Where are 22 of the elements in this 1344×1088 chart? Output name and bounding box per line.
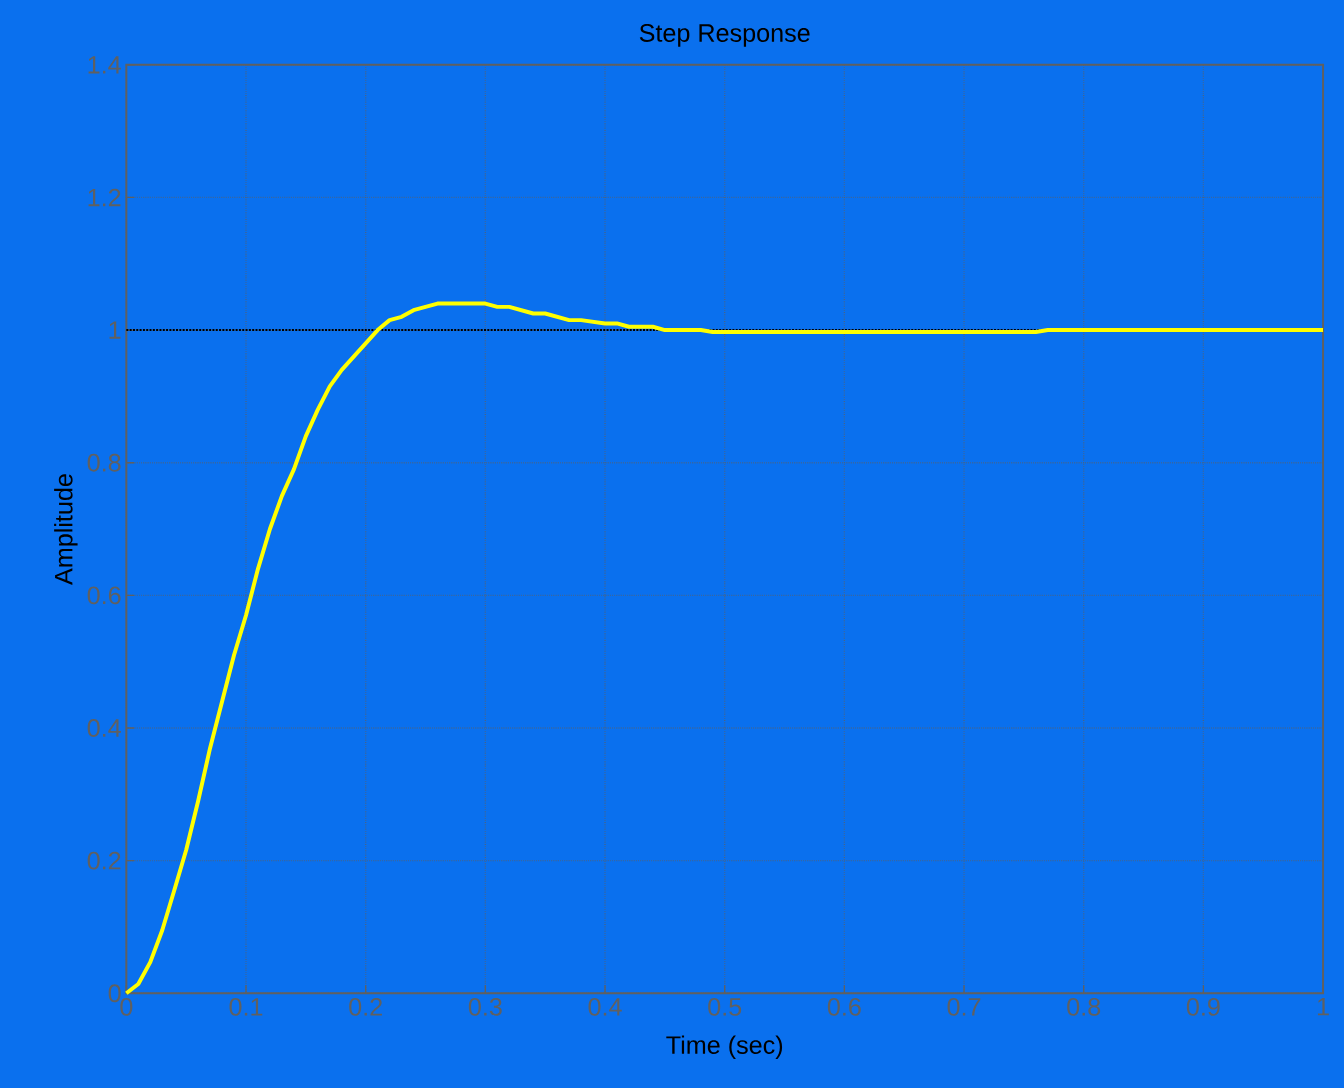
y-tick-label: 0.6: [87, 586, 121, 605]
x-tick-label: 0.1: [229, 997, 263, 1016]
x-tick-label: 0.5: [708, 997, 742, 1016]
chart-title: Step Response: [639, 24, 810, 47]
y-tick-label: 1: [109, 321, 121, 339]
y-tick-label: 0.2: [87, 851, 121, 870]
y-tick-label: 0.8: [87, 453, 121, 472]
y-tick-label: 1.4: [88, 56, 121, 74]
x-tick-label: 0.3: [468, 997, 502, 1016]
x-tick-label: 0.6: [827, 997, 861, 1016]
x-tick-label: 0.2: [349, 997, 382, 1016]
x-tick-label: 0.8: [1067, 997, 1101, 1016]
x-tick-label: 0.4: [588, 997, 622, 1016]
y-tick-label: 0.4: [87, 719, 121, 737]
x-tick-label: 0: [120, 997, 133, 1016]
y-tick-label: 1.2: [88, 188, 121, 207]
x-axis-title: Time (sec): [666, 1035, 783, 1059]
y-axis-title: Amplitude: [54, 474, 78, 585]
x-tick-label: 0.9: [1186, 997, 1220, 1016]
y-tick-label: 0: [108, 984, 121, 1003]
x-tick-label: 1: [1317, 997, 1329, 1016]
x-tick-label: 0.7: [947, 997, 981, 1016]
